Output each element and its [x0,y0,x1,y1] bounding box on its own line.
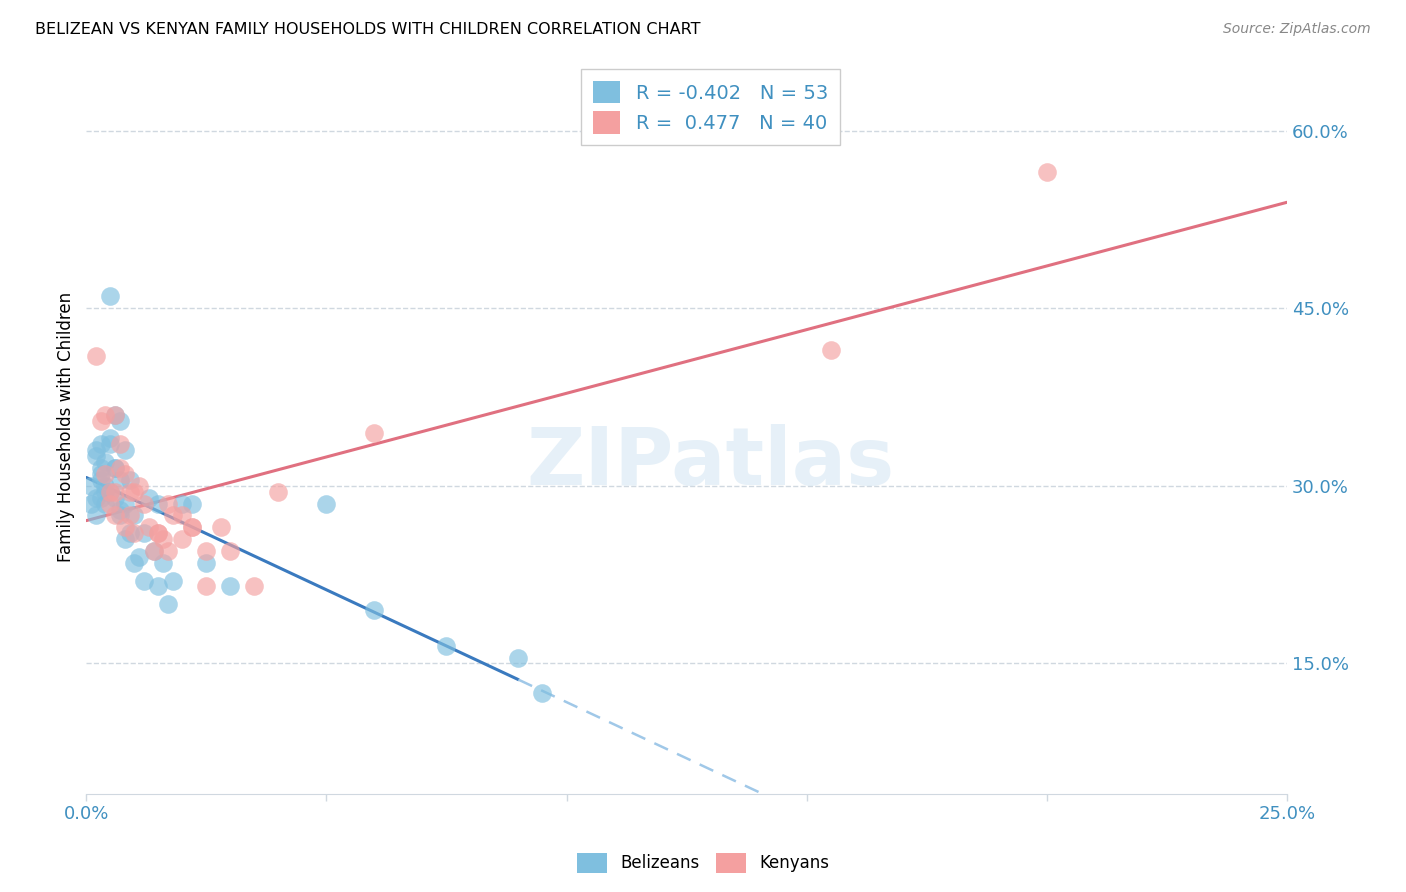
Point [94,479,117,493]
Point [148,526,170,541]
Point [94,455,117,469]
Point [104,491,127,505]
Point [219,544,242,558]
Point [90,461,112,475]
Point [104,461,127,475]
Point [162,574,184,588]
Point [104,408,127,422]
Point [98,432,121,446]
Text: ZIPatlas: ZIPatlas [526,425,894,502]
Point [363,603,385,617]
Legend: R = -0.402   N = 53, R =  0.477   N = 40: R = -0.402 N = 53, R = 0.477 N = 40 [582,70,839,145]
Point [156,497,179,511]
Point [114,520,136,534]
Point [114,532,136,546]
Point [142,544,165,558]
Point [90,437,112,451]
Point [114,443,136,458]
Point [243,579,266,593]
Point [315,497,337,511]
Point [98,497,121,511]
Point [148,579,170,593]
Point [152,556,174,570]
Point [84,508,107,523]
Point [138,491,160,505]
Point [80,479,103,493]
Point [108,414,131,428]
Point [148,526,170,541]
Point [104,508,127,523]
Point [128,479,150,493]
Point [80,497,103,511]
Point [195,556,218,570]
Point [195,544,218,558]
Point [172,532,194,546]
Point [98,289,121,303]
Point [114,497,136,511]
Point [531,686,554,700]
Point [1035,165,1057,179]
Point [820,343,842,357]
Point [363,425,385,440]
Point [124,556,146,570]
Point [132,574,155,588]
Point [128,549,150,564]
Point [84,349,107,363]
Point [172,497,194,511]
Point [156,544,179,558]
Point [209,520,232,534]
Point [84,443,107,458]
Point [94,497,117,511]
Point [181,520,204,534]
Point [108,461,131,475]
Point [104,408,127,422]
Legend: Belizeans, Kenyans: Belizeans, Kenyans [569,847,837,880]
Point [90,414,112,428]
Point [181,497,204,511]
Point [124,484,146,499]
Point [114,467,136,481]
Text: Source: ZipAtlas.com: Source: ZipAtlas.com [1223,22,1371,37]
Point [98,484,121,499]
Point [118,508,141,523]
Point [94,484,117,499]
Point [98,437,121,451]
Point [132,497,155,511]
Point [162,508,184,523]
Point [98,484,121,499]
Point [172,508,194,523]
Point [94,467,117,481]
Point [104,484,127,499]
Point [118,473,141,487]
Point [90,473,112,487]
Point [94,408,117,422]
Point [148,497,170,511]
Point [84,449,107,463]
Point [104,461,127,475]
Point [118,526,141,541]
Point [90,467,112,481]
Point [508,650,530,665]
Point [181,520,204,534]
Point [108,473,131,487]
Point [152,532,174,546]
Point [84,491,107,505]
Point [267,484,290,499]
Point [436,639,458,653]
Point [219,579,242,593]
Point [108,502,131,516]
Point [142,544,165,558]
Point [138,520,160,534]
Y-axis label: Family Households with Children: Family Households with Children [58,292,75,562]
Point [124,508,146,523]
Point [132,526,155,541]
Point [118,484,141,499]
Point [195,579,218,593]
Point [156,597,179,611]
Point [108,437,131,451]
Point [108,508,131,523]
Text: BELIZEAN VS KENYAN FAMILY HOUSEHOLDS WITH CHILDREN CORRELATION CHART: BELIZEAN VS KENYAN FAMILY HOUSEHOLDS WIT… [35,22,700,37]
Point [124,526,146,541]
Point [90,491,112,505]
